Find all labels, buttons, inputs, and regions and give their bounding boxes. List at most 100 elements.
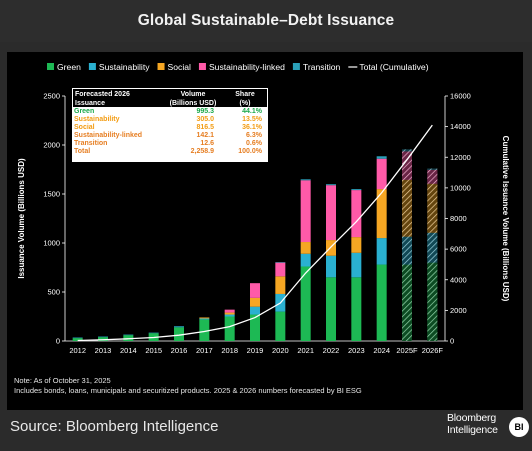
forecast-table-body: Green 995.3 44.1% Sustainability 305.0 13.5% S…: [72, 108, 268, 156]
bloomberg-intelligence-logo: Bloomberg Intelligence BI: [447, 412, 531, 443]
legend-swatch-social: [157, 63, 165, 70]
bar-transition-2024: [376, 156, 387, 159]
bar-green-2012: [72, 338, 83, 341]
brand-line1: Bloomberg: [447, 412, 496, 424]
table-cell-name: Transition: [74, 140, 108, 147]
bar-sustainability-2023: [351, 252, 362, 278]
table-header-title: Forecasted 2026: [75, 91, 130, 98]
bar-sustainability-2015: [148, 332, 159, 334]
footnote: Note: As of October 31, 2025 Includes bo…: [14, 376, 362, 395]
table-cell-name: Sustainability: [74, 116, 120, 123]
bar-social-2018: [224, 312, 235, 315]
legend-label-social: Social: [168, 62, 191, 72]
bar-sustainability-linked-2023: [351, 190, 362, 238]
bar-sustainability-linked-2021: [300, 180, 311, 243]
bar-hatch-2026f: [427, 168, 438, 170]
x-tick-label: 2025F: [396, 346, 418, 355]
bar-green-2019: [250, 314, 260, 341]
footnote-date: Note: As of October 31, 2025: [14, 376, 111, 385]
x-tick-label: 2012: [69, 346, 86, 355]
y-axis-label: Issuance Volume (Billions USD): [17, 158, 26, 279]
bar-hatch-2025f: [402, 149, 412, 152]
table-header-volume-unit: (Billions USD): [169, 100, 217, 107]
bar-transition-2023: [351, 189, 362, 191]
table-cell-name: Total: [74, 148, 91, 155]
bar-transition-2022: [326, 184, 336, 186]
bar-green-2017: [199, 319, 210, 341]
y2-tick-label: 0: [450, 337, 454, 346]
legend-swatch-sustainability: [88, 63, 96, 70]
table-cell-share: 6.3%: [246, 132, 262, 139]
y2-tick-label: 12000: [450, 153, 471, 162]
x-tick-label: 2014: [120, 346, 137, 355]
table-header-issuance: Issuance: [75, 100, 105, 107]
y2-tick-label: 2000: [450, 306, 467, 315]
bar-sustainability-2016: [174, 326, 184, 328]
bar-green-2020: [275, 311, 286, 341]
bar-green-2023: [351, 277, 362, 341]
y2-tick-label: 14000: [450, 122, 471, 131]
legend-swatch-green: [47, 63, 54, 70]
bar-green-2022: [326, 277, 336, 341]
table-cell-volume: 12.6: [200, 140, 214, 147]
bi-logo-icon: BI: [509, 417, 529, 437]
table-row: Sustainability-linked 142.1 6.3%: [72, 132, 268, 140]
legend-label-green: Green: [57, 62, 81, 72]
bar-social-2019: [250, 297, 260, 307]
table-row: Total 2,258.9 100.0%: [72, 148, 268, 156]
table-cell-name: Social: [74, 124, 95, 131]
bar-sustainability-linked-2024: [376, 158, 387, 190]
y2-tick-label: 10000: [450, 183, 471, 192]
bar-sustainability-2017: [199, 318, 210, 320]
table-cell-share: 44.1%: [242, 108, 262, 115]
bar-sustainability-linked-2019: [250, 283, 260, 298]
table-cell-share: 0.6%: [246, 140, 262, 147]
table-cell-share: 13.5%: [242, 116, 262, 123]
bar-sustainability-linked-2018: [224, 309, 235, 313]
bar-green-2014: [123, 335, 134, 341]
bar-hatch-2026f: [427, 232, 438, 263]
table-header-share-unit: (%): [239, 100, 251, 107]
bar-hatch-2026f: [427, 183, 438, 233]
table-cell-volume: 142.1: [196, 132, 214, 139]
bar-sustainability-2024: [376, 238, 387, 265]
x-tick-label: 2019: [247, 346, 264, 355]
bar-sustainability-linked-2020: [275, 262, 286, 277]
title-bar: Global Sustainable–Debt Issuance: [0, 0, 532, 42]
x-tick-label: 2023: [348, 346, 365, 355]
table-header-volume: Volume: [180, 91, 206, 98]
y-tick-label: 500: [47, 288, 60, 297]
bar-hatch-2025f: [402, 151, 412, 180]
bar-hatch-2025f: [402, 264, 412, 341]
table-cell-name: Green: [74, 108, 95, 115]
bar-sustainability-linked-2022: [326, 185, 336, 241]
table-row: Green 995.3 44.1%: [72, 108, 268, 116]
bar-sustainability-2014: [123, 334, 134, 336]
bar-social-2020: [275, 276, 286, 294]
y-tick-label: 1000: [43, 239, 60, 248]
bar-hatch-2026f: [427, 262, 438, 341]
bar-transition-2020: [275, 262, 286, 263]
table-cell-volume: 305.0: [196, 116, 214, 123]
cumulative-line: [77, 124, 433, 342]
y-tick-label: 0: [56, 337, 60, 346]
y2-tick-label: 8000: [450, 214, 467, 223]
table-cell-share: 36.1%: [242, 124, 262, 131]
legend-label-total-cumulative-: Total (Cumulative): [359, 62, 428, 72]
legend-swatch-transition: [292, 63, 300, 70]
bar-green-2024: [376, 264, 387, 341]
legend-label-sustainability-linked: Sustainability-linked: [209, 62, 285, 72]
x-tick-label: 2018: [221, 346, 238, 355]
x-tick-label: 2016: [171, 346, 188, 355]
bar-sustainability-2022: [326, 255, 336, 278]
page-title: Global Sustainable–Debt Issuance: [137, 12, 395, 29]
y-tick-label: 1500: [43, 190, 60, 199]
x-tick-label: 2013: [95, 346, 112, 355]
bar-green-2021: [300, 266, 311, 341]
y2-tick-label: 6000: [450, 245, 467, 254]
bars: [72, 149, 438, 341]
x-tick-label: 2026F: [422, 346, 444, 355]
table-cell-share: 100.0%: [238, 148, 262, 155]
bar-hatch-2025f: [402, 179, 412, 237]
